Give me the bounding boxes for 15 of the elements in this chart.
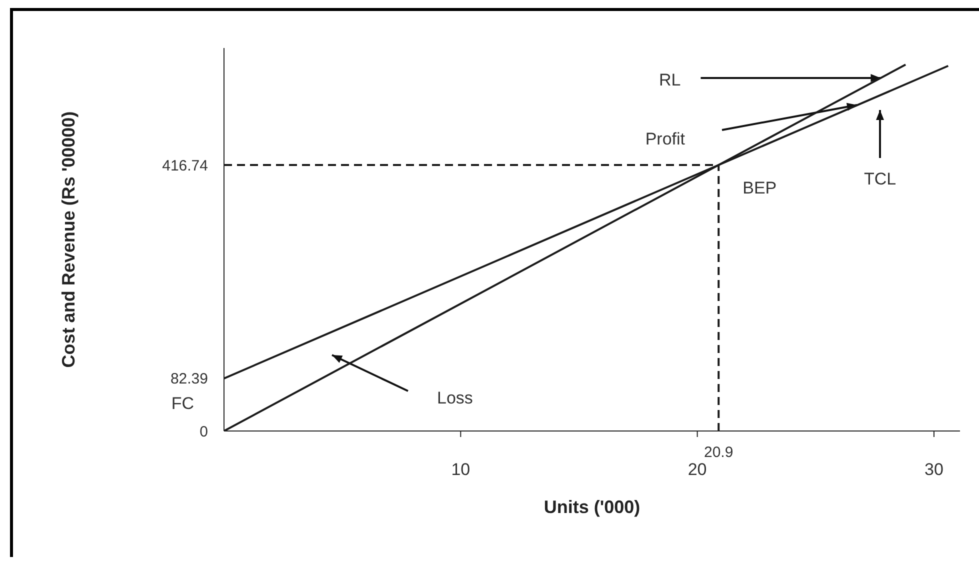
annotation: Profit [645, 129, 686, 148]
x-tick-label: 20 [688, 460, 707, 479]
y-tick-label: 82.39 [170, 370, 208, 388]
ref-line-label: 20.9 [704, 444, 734, 461]
y-tick-label: 416.74 [162, 157, 208, 174]
y-tick-label: 0 [200, 423, 208, 440]
x-tick-label: 30 [924, 460, 944, 479]
x-axis-title: Units ('000) [544, 497, 640, 517]
y-axis-title: Cost and Revenue (Rs '00000) [58, 111, 78, 368]
annotation: TCL [864, 169, 896, 188]
annotation: Loss [437, 388, 473, 408]
annotation: RL [658, 70, 681, 90]
x-tick-label: 10 [451, 460, 470, 479]
annotation: FC [171, 394, 194, 413]
annotation: BEP [742, 178, 777, 198]
